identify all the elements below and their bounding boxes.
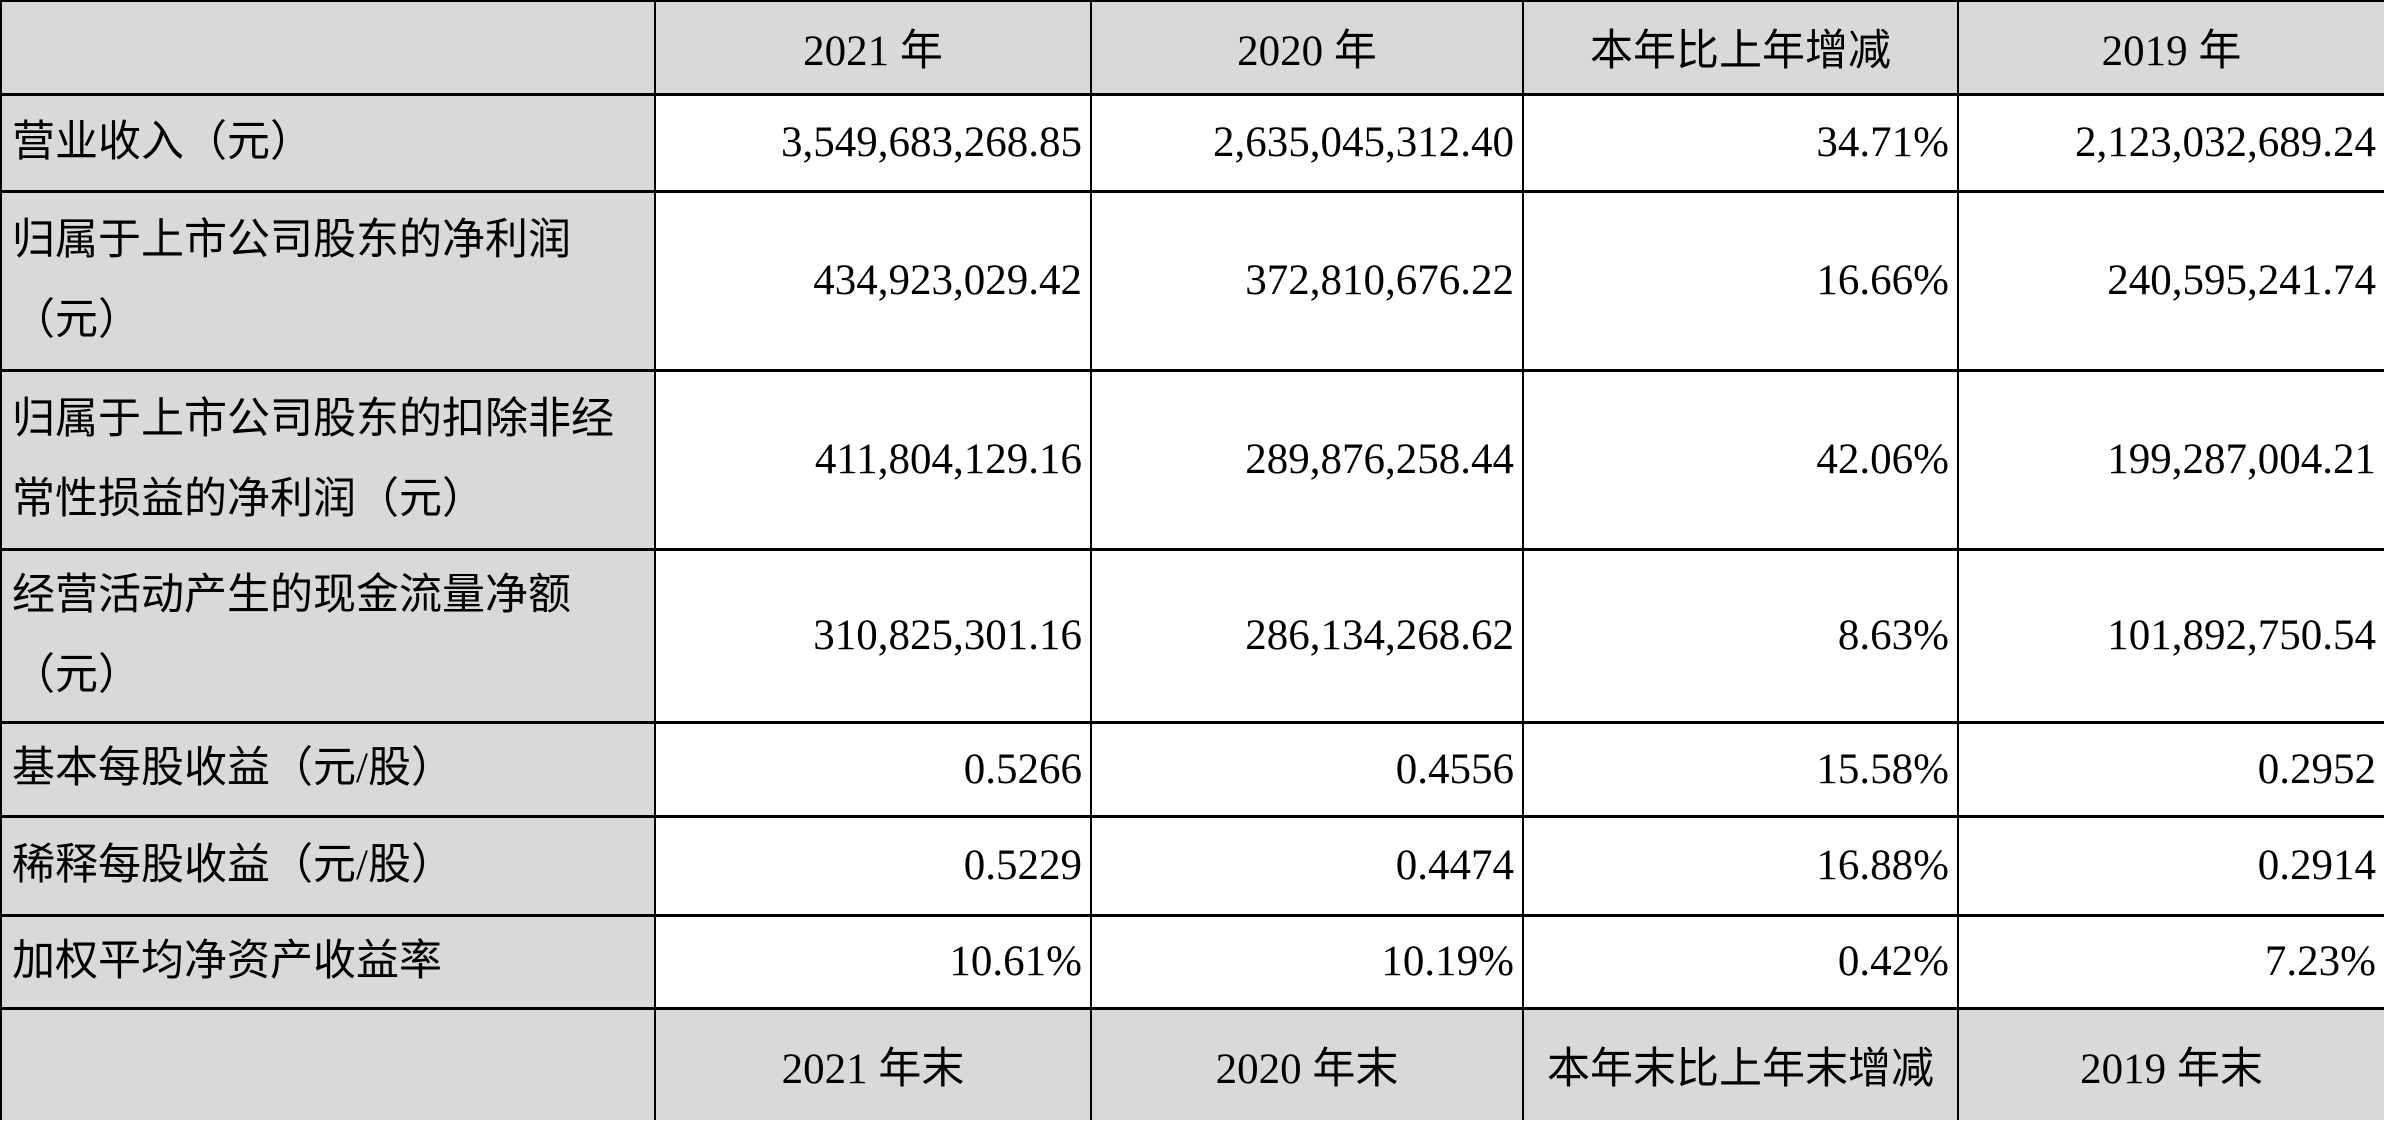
- cell-2021: 0.5266: [654, 720, 1091, 816]
- col-header-yoy-end-change: 本年末比上年末增减: [1522, 1006, 1958, 1120]
- col-header-2020-end: 2020 年末: [1090, 1006, 1523, 1120]
- cell-yoy-change: 0.42%: [1522, 913, 1958, 1008]
- row-label: 加权平均净资产收益率: [0, 913, 655, 1008]
- cell-yoy-change: 42.06%: [1522, 368, 1958, 549]
- cell-2019: 199,287,004.21: [1957, 368, 2384, 549]
- col-header-2020: 2020 年: [1090, 0, 1523, 94]
- col-header-2019-end: 2019 年末: [1957, 1006, 2384, 1120]
- table-row-revenue: 营业收入（元） 3,549,683,268.85 2,635,045,312.4…: [0, 92, 2384, 191]
- row-label: 基本每股收益（元/股）: [0, 720, 655, 816]
- table-row-operating-cash-flow: 经营活动产生的现金流量净额（元） 310,825,301.16 286,134,…: [0, 547, 2384, 722]
- corner-cell: [0, 1006, 655, 1120]
- table-row-weighted-avg-roe: 加权平均净资产收益率 10.61% 10.19% 0.42% 7.23%: [0, 913, 2384, 1008]
- cell-2020: 10.19%: [1090, 913, 1523, 1008]
- cell-2021: 0.5229: [654, 814, 1091, 915]
- cell-2019: 7.23%: [1957, 913, 2384, 1008]
- bottom-header-row: 2021 年末 2020 年末 本年末比上年末增减 2019 年末: [0, 1006, 2384, 1120]
- cell-2021: 434,923,029.42: [654, 189, 1091, 370]
- cell-2020: 289,876,258.44: [1090, 368, 1523, 549]
- cell-2019: 0.2952: [1957, 720, 2384, 816]
- corner-cell: [0, 0, 655, 94]
- cell-2021: 310,825,301.16: [654, 547, 1091, 722]
- col-header-yoy-change: 本年比上年增减: [1522, 0, 1958, 94]
- cell-yoy-change: 34.71%: [1522, 92, 1958, 191]
- cell-2020: 0.4474: [1090, 814, 1523, 915]
- cell-yoy-change: 8.63%: [1522, 547, 1958, 722]
- col-header-2021-end: 2021 年末: [654, 1006, 1091, 1120]
- top-header-row: 2021 年 2020 年 本年比上年增减 2019 年: [0, 0, 2384, 94]
- col-header-2019: 2019 年: [1957, 0, 2384, 94]
- row-label: 营业收入（元）: [0, 92, 655, 191]
- cell-2020: 2,635,045,312.40: [1090, 92, 1523, 191]
- row-label: 稀释每股收益（元/股）: [0, 814, 655, 915]
- table-row-net-profit-excl-nonrecurring: 归属于上市公司股东的扣除非经常性损益的净利润（元） 411,804,129.16…: [0, 368, 2384, 549]
- col-header-2021: 2021 年: [654, 0, 1091, 94]
- cell-2019: 101,892,750.54: [1957, 547, 2384, 722]
- cell-2020: 0.4556: [1090, 720, 1523, 816]
- cell-2019: 240,595,241.74: [1957, 189, 2384, 370]
- cell-2019: 2,123,032,689.24: [1957, 92, 2384, 191]
- cell-2020: 286,134,268.62: [1090, 547, 1523, 722]
- table-row-diluted-eps: 稀释每股收益（元/股） 0.5229 0.4474 16.88% 0.2914: [0, 814, 2384, 915]
- cell-yoy-change: 16.88%: [1522, 814, 1958, 915]
- cell-yoy-change: 15.58%: [1522, 720, 1958, 816]
- cell-2021: 3,549,683,268.85: [654, 92, 1091, 191]
- row-label: 经营活动产生的现金流量净额（元）: [0, 547, 655, 722]
- cell-2019: 0.2914: [1957, 814, 2384, 915]
- table-row-basic-eps: 基本每股收益（元/股） 0.5266 0.4556 15.58% 0.2952: [0, 720, 2384, 816]
- row-label: 归属于上市公司股东的扣除非经常性损益的净利润（元）: [0, 368, 655, 549]
- table-row-net-profit: 归属于上市公司股东的净利润（元） 434,923,029.42 372,810,…: [0, 189, 2384, 370]
- cell-2020: 372,810,676.22: [1090, 189, 1523, 370]
- row-label: 归属于上市公司股东的净利润（元）: [0, 189, 655, 370]
- cell-2021: 10.61%: [654, 913, 1091, 1008]
- cell-2021: 411,804,129.16: [654, 368, 1091, 549]
- cell-yoy-change: 16.66%: [1522, 189, 1958, 370]
